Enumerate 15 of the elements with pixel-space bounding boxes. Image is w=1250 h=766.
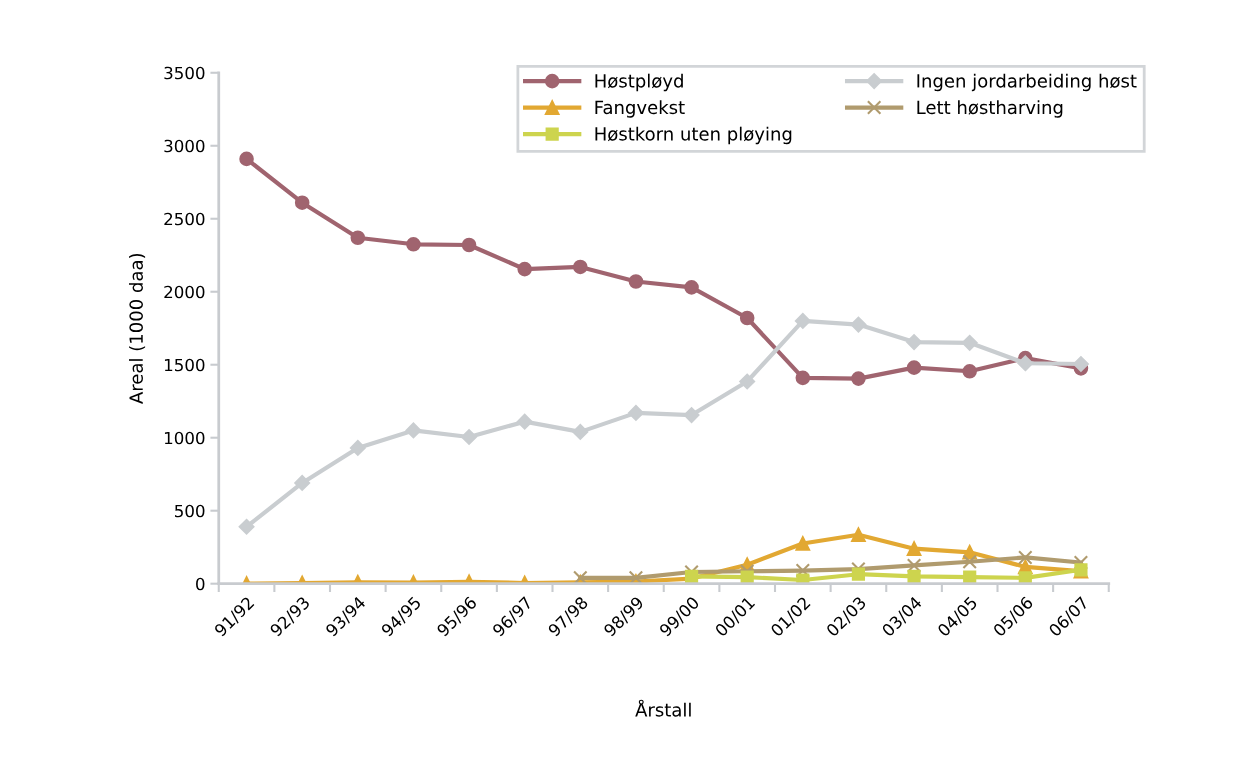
legend-label: Høstpløyd	[595, 73, 683, 92]
x-axis-title: Årstall	[635, 699, 691, 717]
y-tick-label: 2000	[164, 285, 205, 299]
y-tick-label: 1500	[164, 358, 205, 372]
y-tick-label: 0	[196, 577, 205, 591]
legend-label: Ingen jordarbeiding høst	[917, 73, 1137, 92]
legend-label: Fangvekst	[595, 100, 685, 118]
y-tick-label: 2500	[164, 212, 205, 226]
y-tick-label: 500	[175, 504, 205, 518]
y-tick-label: 3000	[164, 139, 205, 153]
y-tick-label: 1000	[164, 431, 205, 445]
legend-label: Lett høstharving	[917, 100, 1063, 118]
y-axis-title: Areal (1000 daa)	[129, 253, 146, 404]
y-tick-label: 3500	[164, 66, 205, 80]
legend-label: Høstkorn uten pløying	[595, 126, 792, 145]
